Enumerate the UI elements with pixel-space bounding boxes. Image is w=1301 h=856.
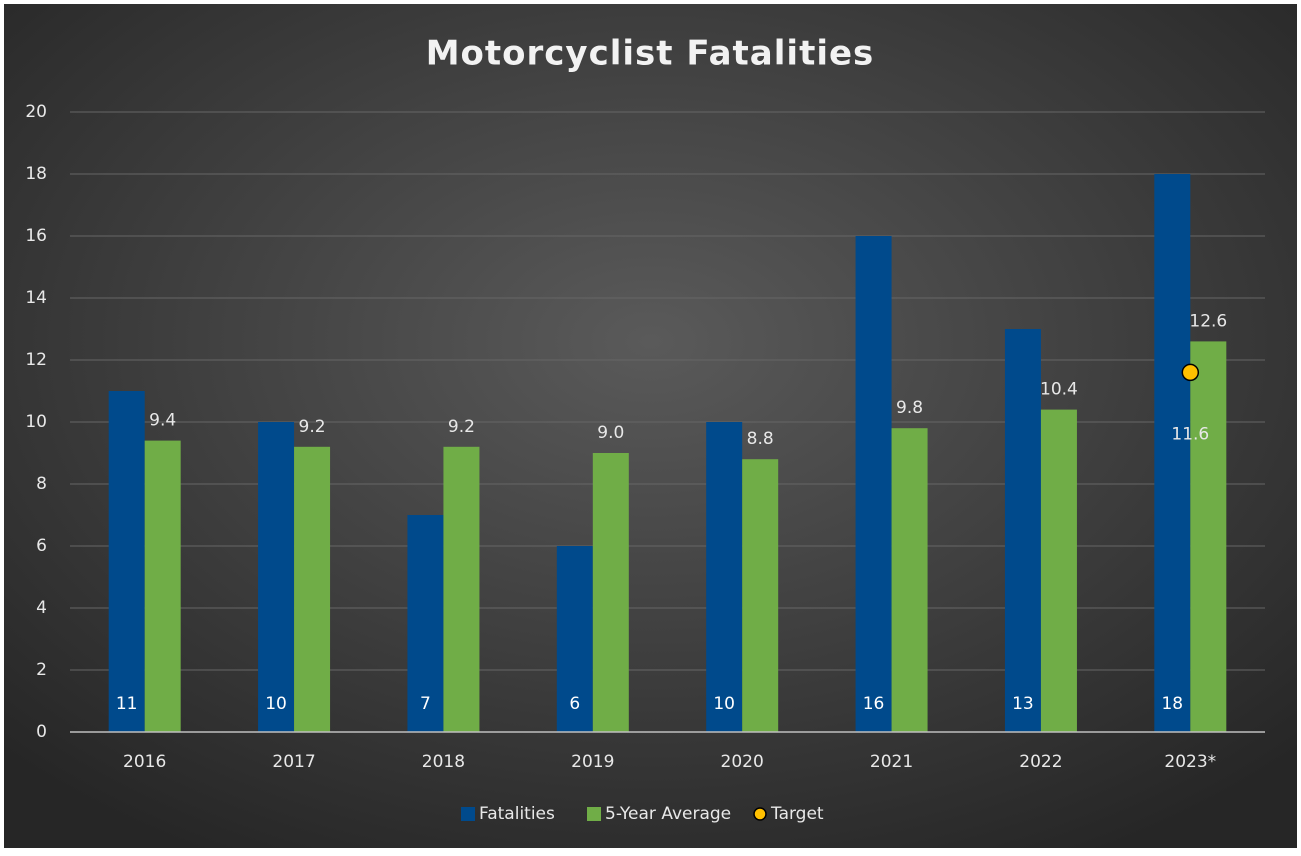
- data-label: 9.2: [448, 417, 475, 437]
- data-label: 9.4: [149, 411, 176, 431]
- x-tick-label: 2019: [571, 752, 614, 772]
- x-tick-label: 2017: [272, 752, 315, 772]
- y-tick-label: 18: [25, 164, 47, 184]
- y-tick-label: 0: [36, 722, 47, 742]
- data-label: 12.6: [1189, 311, 1227, 331]
- x-tick-label: 2020: [721, 752, 764, 772]
- data-label: 16: [863, 694, 885, 714]
- bar: [556, 546, 593, 732]
- x-tick-label: 2023*: [1164, 752, 1216, 772]
- data-label: 9.0: [597, 423, 624, 443]
- y-tick-label: 12: [25, 350, 47, 370]
- legend-swatch: [587, 807, 601, 821]
- data-label: 11: [116, 694, 138, 714]
- bar: [742, 459, 779, 732]
- data-label: 6: [569, 694, 580, 714]
- data-label: 9.2: [299, 417, 326, 437]
- bar: [108, 391, 145, 732]
- bar: [144, 440, 181, 732]
- bar: [1004, 329, 1041, 732]
- data-label: 13: [1012, 694, 1034, 714]
- y-tick-label: 8: [36, 474, 47, 494]
- x-tick-label: 2018: [422, 752, 465, 772]
- bar: [1190, 341, 1227, 732]
- x-tick-label: 2016: [123, 752, 166, 772]
- target-point: [1181, 363, 1200, 382]
- bar: [443, 446, 480, 732]
- chart-background: [4, 4, 1297, 848]
- data-label: 10: [713, 694, 735, 714]
- legend-label: 5-Year Average: [605, 804, 731, 824]
- data-label: 11.6: [1171, 424, 1209, 444]
- data-label: 10: [265, 694, 287, 714]
- x-tick-label: 2021: [870, 752, 913, 772]
- y-tick-label: 2: [36, 660, 47, 680]
- data-label: 9.8: [896, 398, 923, 418]
- data-label: 10.4: [1040, 380, 1078, 400]
- data-label: 8.8: [747, 429, 774, 449]
- y-tick-label: 4: [36, 598, 47, 618]
- bar: [891, 428, 928, 732]
- chart-title: Motorcyclist Fatalities: [426, 34, 875, 74]
- legend-label: Fatalities: [479, 804, 555, 824]
- x-tick-label: 2022: [1019, 752, 1062, 772]
- bar: [706, 422, 743, 732]
- bar: [855, 236, 892, 732]
- bar: [1154, 174, 1191, 732]
- bar: [1040, 409, 1077, 732]
- data-label: 18: [1161, 694, 1183, 714]
- bar: [407, 515, 444, 732]
- y-tick-label: 14: [25, 288, 47, 308]
- bar: [258, 422, 295, 732]
- y-tick-label: 6: [36, 536, 47, 556]
- y-tick-label: 10: [25, 412, 47, 432]
- bar: [592, 453, 629, 732]
- y-tick-label: 16: [25, 226, 47, 246]
- y-tick-label: 20: [25, 102, 47, 122]
- bar: [294, 446, 331, 732]
- legend-label: Target: [770, 804, 824, 824]
- data-label: 7: [420, 694, 431, 714]
- legend-swatch: [753, 807, 767, 821]
- legend-swatch: [461, 807, 475, 821]
